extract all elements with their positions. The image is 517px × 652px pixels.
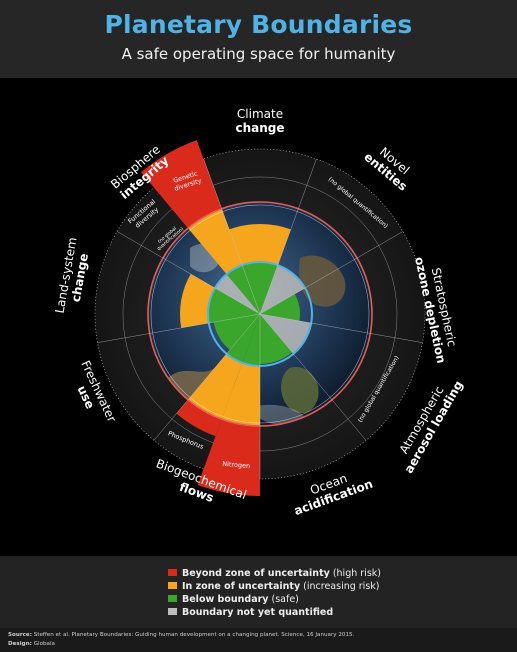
wedge-climate-uncertainty (229, 224, 291, 266)
boundary-wedges (141, 140, 312, 496)
legend-item-uncertainty: In zone of uncertainty (increasing risk) (168, 581, 379, 592)
divider-line-0 (203, 158, 261, 315)
legend-swatch-green (168, 595, 177, 602)
label-nitrogen: Nitrogen (222, 460, 251, 470)
divider-line-4 (259, 313, 367, 441)
wedge-genetic-uncertainty (188, 208, 243, 275)
wedge-nitrogen-uncertainty (221, 362, 260, 426)
wedge-phosphorus-safe (226, 314, 260, 363)
wedge-ocean-safe (260, 314, 293, 364)
wedge-novel-unquantified (260, 265, 306, 314)
wedge-climate-safe (242, 262, 278, 314)
diagram-area: Climate change Novel entities (no global… (0, 78, 517, 556)
page-title: Planetary Boundaries (104, 10, 413, 39)
legend-item-unquantified: Boundary not yet quantified (168, 607, 333, 618)
wedge-nitrogen-safe (242, 314, 260, 366)
wedge-functional-unquantified (214, 274, 260, 314)
label-climate-2: change (235, 121, 284, 135)
legend-item-beyond: Beyond zone of uncertainty (high risk) (168, 568, 381, 579)
divider-line-8 (116, 231, 261, 315)
page-subtitle: A safe operating space for humanity (121, 45, 396, 63)
legend-swatch-grey (168, 608, 177, 615)
header: Planetary Boundaries A safe operating sp… (0, 0, 517, 78)
wedge-ozone-safe (260, 294, 300, 321)
footer: Source: Steffen et al. Planetary Boundar… (0, 628, 517, 652)
segment-dividers (97, 158, 423, 479)
wedge-freshwater-safe (213, 314, 260, 351)
legend-swatch-red (168, 569, 177, 576)
wedge-land-safe (208, 288, 260, 324)
wedge-genetic-beyond (141, 140, 222, 229)
wedge-nitrogen-beyond (197, 419, 260, 496)
planetary-boundaries-diagram: Climate change Novel entities (no global… (52, 107, 465, 518)
divider-line-2 (259, 231, 404, 315)
wedge-phosphorus-beyond (176, 399, 222, 437)
divider-line-7 (97, 313, 261, 343)
divider-line-6 (153, 313, 261, 441)
wedge-genetic-safe (226, 265, 260, 314)
divider-line-3 (259, 313, 423, 343)
wedge-phosphorus-uncertainty (188, 353, 243, 420)
divider-line-1 (259, 158, 317, 315)
outer-dotted-ring (94, 148, 426, 480)
legend: Beyond zone of uncertainty (high risk) I… (0, 556, 517, 628)
design-line: Design: Globaïa (8, 641, 55, 647)
label-climate-1: Climate (237, 107, 283, 121)
wedge-land-uncertainty (180, 274, 215, 328)
legend-item-safe: Below boundary (safe) (168, 594, 299, 605)
wedge-aerosol-unquantified (260, 314, 312, 354)
source-line: Source: Steffen et al. Planetary Boundar… (8, 632, 355, 638)
legend-swatch-orange (168, 582, 177, 589)
